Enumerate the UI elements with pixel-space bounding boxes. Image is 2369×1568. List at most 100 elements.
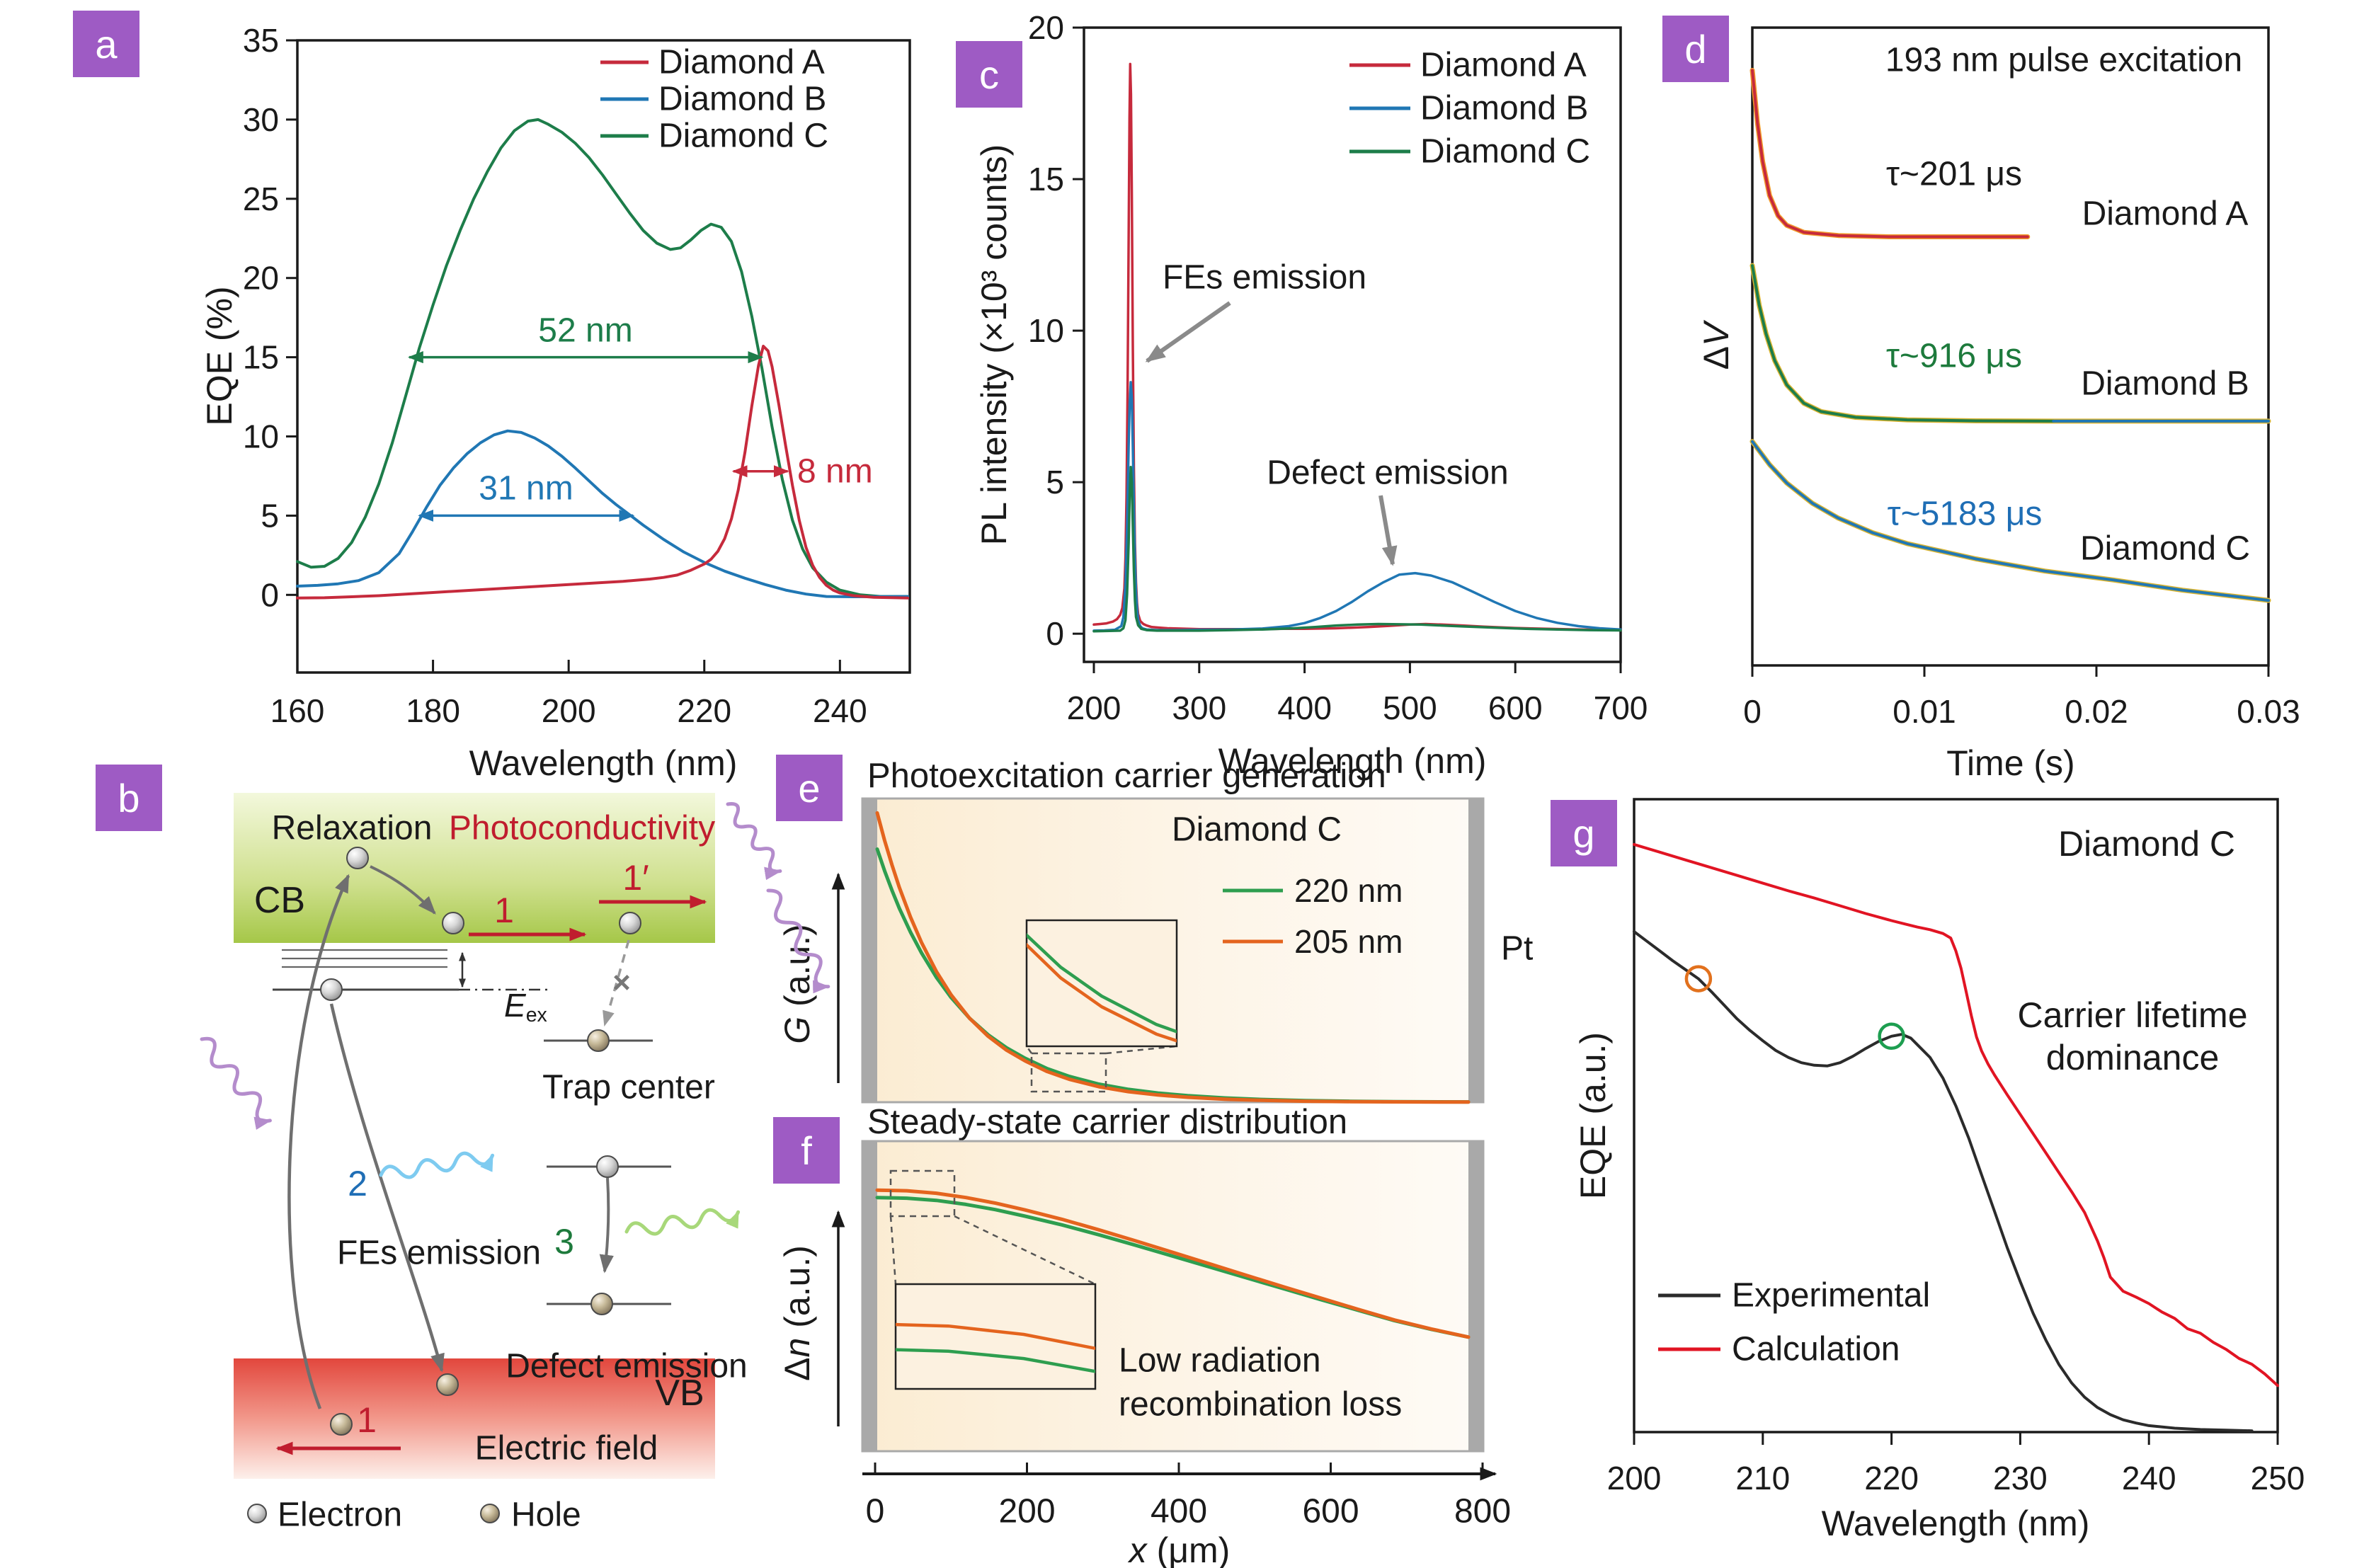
f-inset-curve-205nm	[896, 1322, 1095, 1351]
x-axis-title: Wavelength (nm)	[469, 743, 738, 783]
tau-label-3: τ~5183 μs	[1888, 496, 2043, 533]
y-tick-label: 5	[1046, 464, 1064, 500]
label-2: 2	[348, 1164, 367, 1203]
defect-photon-squiggle	[624, 1208, 741, 1236]
curve-diamond-b	[1092, 381, 1622, 632]
label-3: 3	[554, 1222, 574, 1261]
hole-legend-ball	[480, 1504, 500, 1523]
x-tick-label: 400	[1277, 689, 1332, 726]
x-axis-title: Wavelength (nm)	[1822, 1504, 2090, 1543]
curve-name-2: Diamond B	[2081, 365, 2249, 403]
excitation-arrow	[287, 874, 350, 1409]
electron-ball	[346, 847, 369, 869]
f-curve-205nm	[875, 1188, 1471, 1339]
e-inset-curve-220nm	[1027, 933, 1177, 1034]
label-1-prime: 1′	[622, 858, 649, 898]
fes-emission-annotation: FEs emission	[1163, 259, 1366, 297]
curve-diamond-a	[296, 345, 910, 600]
panel-d-title: 193 nm pulse excitation	[1885, 42, 2242, 79]
annotation-52nm: 52 nm	[538, 312, 632, 350]
f-right-electrode	[1468, 1141, 1483, 1451]
panel-f-badge: f	[773, 1117, 840, 1184]
y-axis-title: PL intensity (×10³ counts)	[974, 144, 1014, 545]
e-zoom-region	[1030, 1052, 1107, 1093]
y-tick-label: 10	[1028, 312, 1064, 349]
x-tick-label: 600	[1488, 689, 1543, 726]
y-axis-title: ΔV	[1696, 319, 1736, 370]
f-inset-box	[894, 1283, 1097, 1390]
panel-d: 0 0.01 0.02 0.03 Time (s) ΔV 193 nm pulse exci…	[1696, 26, 2300, 783]
g-note-line1: Carrier lifetime	[2017, 995, 2247, 1035]
data-diamond-b	[1751, 264, 2055, 423]
y-tick-label: 20	[1028, 9, 1064, 46]
fes-photon-squiggle	[379, 1151, 495, 1179]
e-y-axis-title: G (a.u.)	[777, 924, 817, 1044]
plot-border	[1633, 798, 2279, 1433]
x-tick-label: 200	[542, 692, 596, 729]
x-tick-label: 200	[1067, 689, 1121, 726]
f-left-electrode	[862, 1141, 877, 1451]
electron-label: Electron	[278, 1497, 402, 1534]
plot-border	[1751, 26, 2270, 667]
panel-b-badge: b	[96, 765, 162, 831]
x-tick-label: 240	[813, 692, 867, 729]
e-zoom-connector	[1105, 1045, 1177, 1055]
y-tick-label: 25	[243, 181, 279, 217]
photoconductivity-label: Photoconductivity	[449, 810, 715, 847]
e-inset-curve-205nm	[1027, 942, 1177, 1043]
e-right-electrode	[1468, 799, 1483, 1102]
eex-label: Eex	[504, 987, 547, 1026]
electric-field-label: Electric field	[475, 1430, 658, 1467]
e-inset-box	[1025, 919, 1178, 1048]
defect-emission-annotation: Defect emission	[1267, 454, 1508, 492]
f-x-tick-label: 600	[1302, 1493, 1359, 1530]
x-tick-label: 250	[2251, 1460, 2305, 1497]
g-highlight-circle	[1878, 1022, 1905, 1051]
relaxation-label: Relaxation	[272, 810, 433, 847]
panel-a-badge: a	[73, 11, 139, 77]
y-tick-label: 15	[243, 339, 279, 376]
f-y-axis-title: Δn (a.u.)	[777, 1245, 817, 1381]
f-inset-curve-220nm	[896, 1348, 1095, 1373]
fit-diamond-a	[1749, 67, 2031, 239]
panel-a: 0 5 10 15 20 25 30 35 160 180 200 220 240 Wavelength …	[200, 22, 911, 783]
hole-label: Hole	[511, 1497, 581, 1534]
legend-label: Diamond A	[658, 44, 825, 81]
hole-ball	[330, 1413, 353, 1436]
x-tick-label: 200	[1607, 1460, 1662, 1497]
x-tick-label: 230	[1993, 1460, 2048, 1497]
fes-emission-label: FEs emission	[337, 1235, 541, 1272]
legend-label: Diamond B	[658, 81, 826, 118]
g-inner-title: Diamond C	[2058, 824, 2235, 864]
x-tick-label: 700	[1594, 689, 1648, 726]
e-left-electrode	[862, 799, 877, 1102]
f-zoom-region	[889, 1169, 956, 1218]
panel-f: Steady-state carrier distribution Δn (a.u…	[777, 1103, 1511, 1568]
defect-transition-arrow	[599, 1177, 614, 1274]
plot-border	[1083, 26, 1622, 663]
e-zoom-connector	[1025, 1046, 1033, 1054]
g-legend-label: Calculation	[1732, 1331, 1900, 1368]
e-curve-205nm	[875, 811, 1471, 1104]
g-highlight-circle	[1684, 965, 1713, 992]
relaxation-arrow	[370, 865, 436, 915]
photon-squiggle-top-right	[726, 802, 782, 881]
fes-recombination-arrow	[329, 1003, 445, 1373]
x-tick-label: 210	[1735, 1460, 1790, 1497]
panel-g-badge: g	[1551, 800, 1617, 866]
x-axis-title: Time (s)	[1946, 743, 2074, 783]
y-tick-label: 30	[243, 101, 279, 138]
curve-diamond-c	[296, 118, 910, 598]
y-tick-label: 5	[261, 497, 279, 534]
panel-c: 0 5 10 15 20 200 300 400 500 600 700 Wavelength (nm…	[974, 9, 1648, 781]
panel-f-title: Steady-state carrier distribution	[867, 1103, 1347, 1141]
cb-label: CB	[254, 880, 305, 921]
electron-ball	[320, 978, 343, 1001]
fes-photon-squiggle-path	[379, 1151, 495, 1179]
x-tick-label: 240	[2122, 1460, 2176, 1497]
g-note-line2: dominance	[2046, 1038, 2220, 1077]
curve-name-1: Diamond A	[2082, 195, 2249, 233]
curve-name-3: Diamond C	[2080, 530, 2250, 568]
